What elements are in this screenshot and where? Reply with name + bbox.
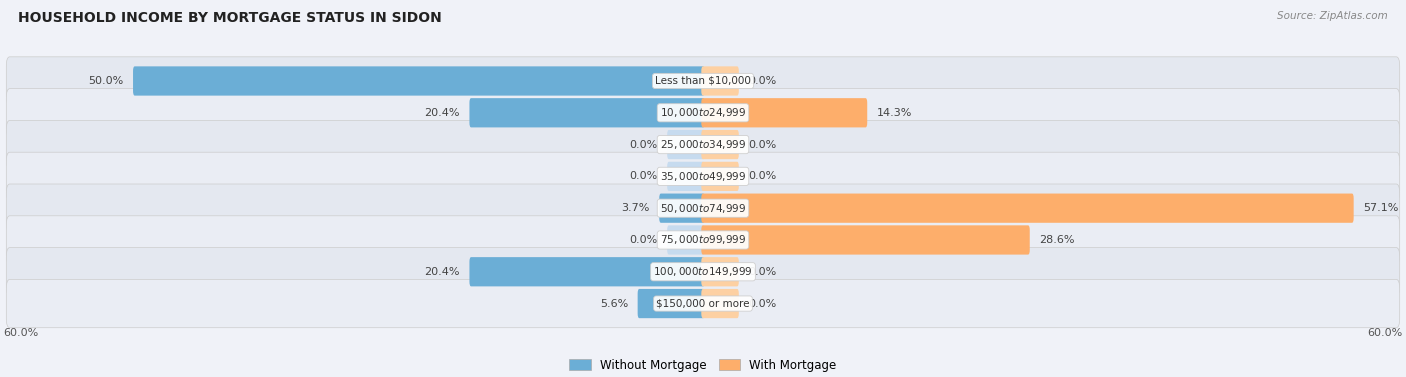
FancyBboxPatch shape	[134, 66, 704, 96]
FancyBboxPatch shape	[702, 98, 868, 127]
Text: $150,000 or more: $150,000 or more	[657, 299, 749, 308]
Text: 0.0%: 0.0%	[630, 235, 658, 245]
FancyBboxPatch shape	[668, 130, 704, 159]
Text: 50.0%: 50.0%	[89, 76, 124, 86]
Text: 20.4%: 20.4%	[425, 108, 460, 118]
FancyBboxPatch shape	[702, 289, 738, 318]
FancyBboxPatch shape	[470, 98, 704, 127]
FancyBboxPatch shape	[6, 216, 1400, 264]
FancyBboxPatch shape	[6, 152, 1400, 201]
Text: 57.1%: 57.1%	[1364, 203, 1399, 213]
FancyBboxPatch shape	[6, 89, 1400, 137]
FancyBboxPatch shape	[659, 193, 704, 223]
Text: Less than $10,000: Less than $10,000	[655, 76, 751, 86]
Text: 0.0%: 0.0%	[748, 267, 776, 277]
Text: 3.7%: 3.7%	[621, 203, 650, 213]
FancyBboxPatch shape	[702, 162, 738, 191]
Legend: Without Mortgage, With Mortgage: Without Mortgage, With Mortgage	[565, 354, 841, 376]
FancyBboxPatch shape	[702, 130, 738, 159]
Text: 5.6%: 5.6%	[600, 299, 628, 308]
Text: $50,000 to $74,999: $50,000 to $74,999	[659, 202, 747, 215]
Text: $100,000 to $149,999: $100,000 to $149,999	[654, 265, 752, 278]
FancyBboxPatch shape	[638, 289, 704, 318]
Text: 14.3%: 14.3%	[877, 108, 912, 118]
Text: 0.0%: 0.0%	[630, 172, 658, 181]
FancyBboxPatch shape	[702, 66, 738, 96]
FancyBboxPatch shape	[668, 162, 704, 191]
Text: $25,000 to $34,999: $25,000 to $34,999	[659, 138, 747, 151]
Text: 0.0%: 0.0%	[748, 299, 776, 308]
FancyBboxPatch shape	[6, 248, 1400, 296]
Text: 0.0%: 0.0%	[630, 139, 658, 150]
FancyBboxPatch shape	[6, 184, 1400, 232]
FancyBboxPatch shape	[668, 225, 704, 254]
Text: 28.6%: 28.6%	[1039, 235, 1076, 245]
FancyBboxPatch shape	[702, 225, 1029, 254]
Text: 0.0%: 0.0%	[748, 172, 776, 181]
Text: Source: ZipAtlas.com: Source: ZipAtlas.com	[1277, 11, 1388, 21]
Text: $10,000 to $24,999: $10,000 to $24,999	[659, 106, 747, 119]
FancyBboxPatch shape	[702, 193, 1354, 223]
FancyBboxPatch shape	[6, 57, 1400, 105]
Text: $75,000 to $99,999: $75,000 to $99,999	[659, 233, 747, 247]
Text: 0.0%: 0.0%	[748, 76, 776, 86]
FancyBboxPatch shape	[6, 279, 1400, 328]
FancyBboxPatch shape	[470, 257, 704, 287]
Text: 0.0%: 0.0%	[748, 139, 776, 150]
Text: 20.4%: 20.4%	[425, 267, 460, 277]
Text: HOUSEHOLD INCOME BY MORTGAGE STATUS IN SIDON: HOUSEHOLD INCOME BY MORTGAGE STATUS IN S…	[18, 11, 441, 25]
Text: $35,000 to $49,999: $35,000 to $49,999	[659, 170, 747, 183]
FancyBboxPatch shape	[702, 257, 738, 287]
FancyBboxPatch shape	[6, 120, 1400, 169]
